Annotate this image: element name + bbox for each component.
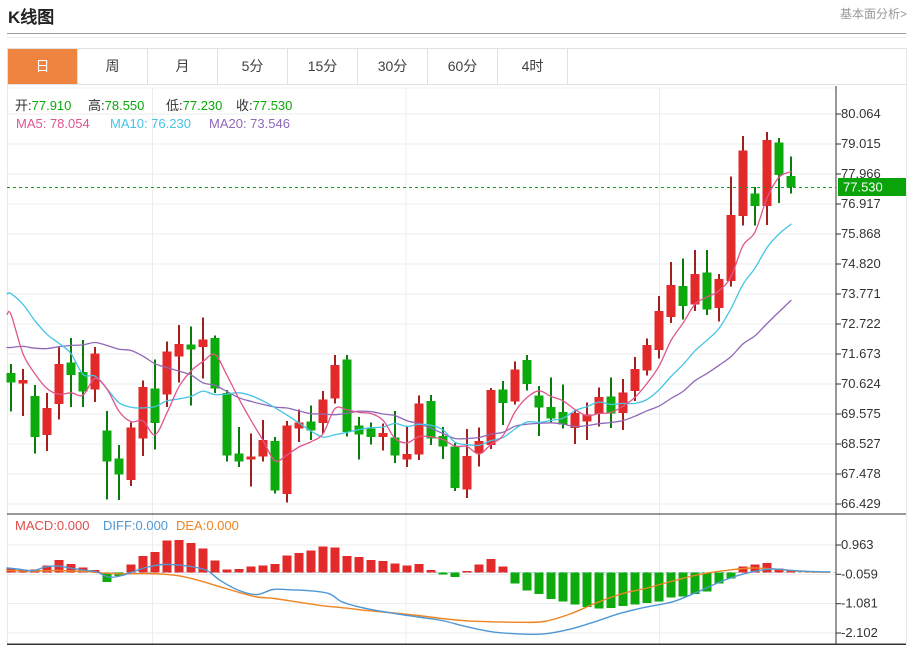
svg-text:67.478: 67.478 xyxy=(841,466,881,481)
svg-text:79.015: 79.015 xyxy=(841,136,881,151)
svg-text:77.966: 77.966 xyxy=(841,166,881,181)
svg-text:69.575: 69.575 xyxy=(841,406,881,421)
svg-text:-2.102: -2.102 xyxy=(841,625,878,640)
svg-text:75.868: 75.868 xyxy=(841,226,881,241)
svg-text:77.530: 77.530 xyxy=(843,180,883,195)
svg-text:74.820: 74.820 xyxy=(841,256,881,271)
svg-text:70.624: 70.624 xyxy=(841,376,881,391)
svg-text:-1.081: -1.081 xyxy=(841,596,878,611)
svg-text:0.963: 0.963 xyxy=(841,537,874,552)
svg-text:76.917: 76.917 xyxy=(841,196,881,211)
svg-text:80.064: 80.064 xyxy=(841,106,881,121)
svg-text:71.673: 71.673 xyxy=(841,346,881,361)
svg-text:72.722: 72.722 xyxy=(841,316,881,331)
svg-text:-0.059: -0.059 xyxy=(841,566,878,581)
svg-text:68.527: 68.527 xyxy=(841,436,881,451)
svg-text:73.771: 73.771 xyxy=(841,286,881,301)
svg-text:66.429: 66.429 xyxy=(841,496,881,511)
